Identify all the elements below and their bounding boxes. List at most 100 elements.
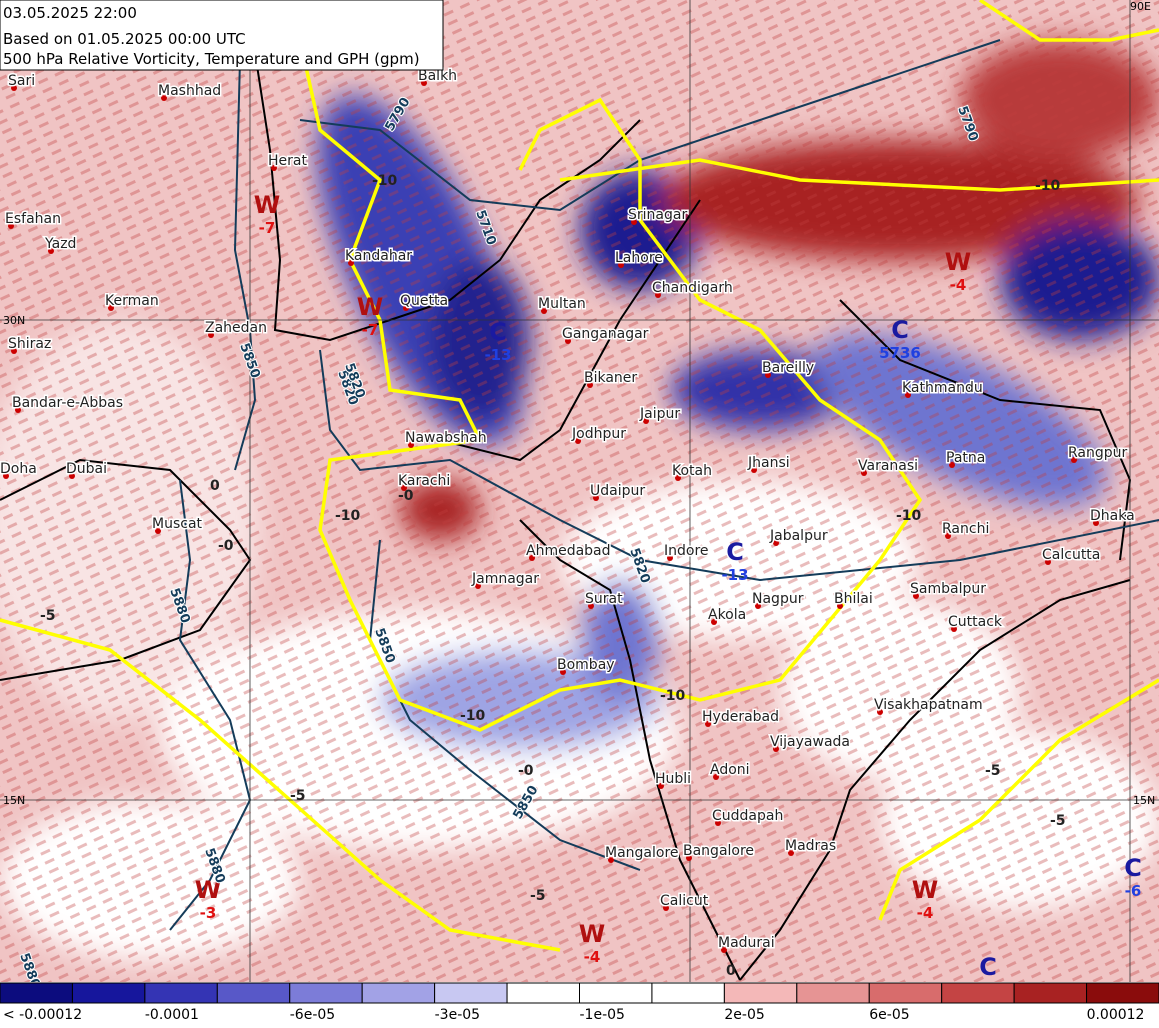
pressure-center: C [726, 538, 744, 566]
legend-swatch [71, 982, 146, 1004]
legend-swatch [144, 982, 218, 1004]
legend-swatch [1086, 982, 1159, 1004]
temperature-label: -5 [985, 763, 1001, 779]
city-label: Jamnagar [471, 571, 539, 587]
city-label: Sambalpur [910, 581, 986, 597]
city-label: Surat [585, 591, 623, 607]
temperature-label: -0 [398, 488, 414, 504]
city-dot [765, 372, 771, 378]
temperature-label: -0 [518, 763, 534, 779]
pressure-value: -7 [259, 219, 276, 237]
temperature-label: -5 [1050, 813, 1066, 829]
temperature-label: -5 [530, 888, 546, 904]
city-label: Jodhpur [571, 426, 626, 442]
city-label: Shiraz [8, 336, 51, 352]
city-label: Esfahan [5, 211, 61, 227]
city-dot [155, 528, 161, 534]
city-label: Zahedan [205, 320, 267, 336]
city-label: Akola [708, 607, 746, 623]
legend-label: 2e-05 [724, 1007, 764, 1023]
map-field [0, 0, 1159, 982]
grid-label: 15N [1133, 794, 1155, 807]
legend-label: 6e-05 [869, 1007, 909, 1023]
city-label: Rangpur [1068, 445, 1128, 461]
temperature-label: -10 [335, 508, 361, 524]
city-label: Indore [664, 543, 709, 559]
city-label: Madurai [718, 935, 775, 951]
city-dot [755, 603, 761, 609]
city-label: Calicut [660, 893, 709, 909]
city-label: Calcutta [1042, 547, 1100, 563]
temperature-label: -10 [460, 708, 486, 724]
city-dot [408, 442, 414, 448]
city-dot [715, 820, 721, 826]
city-label: Dhaka [1090, 508, 1135, 524]
city-label: Kerman [105, 293, 159, 309]
pressure-center: W [912, 876, 938, 904]
city-dot [401, 485, 407, 491]
pressure-value: -4 [950, 276, 967, 294]
legend-swatch [651, 982, 725, 1004]
city-label: Mashhad [158, 83, 221, 99]
legend-swatch [0, 982, 73, 1004]
city-label: Bikaner [584, 370, 637, 386]
temperature-label: 0 [726, 963, 736, 979]
city-dot [945, 533, 951, 539]
grid-label: 15N [3, 794, 25, 807]
city-label: Karachi [398, 473, 450, 489]
pressure-center: C [979, 953, 997, 981]
city-dot [713, 774, 719, 780]
city-dot [877, 709, 883, 715]
city-label: Kathmandu [902, 380, 983, 396]
city-label: Vijayawada [770, 734, 850, 750]
graticule [0, 0, 1159, 982]
legend-swatch [361, 982, 436, 1004]
city-label: Madras [785, 838, 836, 854]
city-dot [271, 165, 277, 171]
pressure-value: 5736 [879, 344, 921, 362]
city-label: Hyderabad [702, 709, 779, 725]
header-line: Based on 01.05.2025 00:00 UTC [3, 30, 246, 48]
city-dot [667, 555, 673, 561]
legend-label: < -0.00012 [3, 1007, 82, 1023]
city-label: Yazd [44, 236, 76, 252]
city-dot [403, 305, 409, 311]
legend-swatch [796, 982, 870, 1004]
city-dot [208, 332, 214, 338]
city-dot [905, 392, 911, 398]
city-dot [655, 292, 661, 298]
city-dot [575, 438, 581, 444]
city-dot [588, 603, 594, 609]
city-label: Bandar-e-Abbas [12, 395, 123, 411]
city-label: Muscat [152, 516, 203, 532]
city-dot [69, 473, 75, 479]
city-dot [721, 947, 727, 953]
city-label: Ranchi [942, 521, 989, 537]
temperature-label: -0 [218, 538, 234, 554]
city-label: Udaipur [590, 483, 645, 499]
city-label: Doha [0, 461, 37, 477]
pressure-value: -13 [721, 566, 748, 584]
temperature-label: -10 [1035, 178, 1061, 194]
legend-swatch [289, 982, 363, 1004]
city-label: Nagpur [752, 591, 804, 607]
city-dot [861, 470, 867, 476]
city-dot [663, 905, 669, 911]
city-dot [913, 593, 919, 599]
city-dot [608, 857, 614, 863]
pressure-value: -3 [200, 904, 217, 922]
pressure-center: C [1124, 854, 1142, 882]
temperature-label: -10 [372, 173, 398, 189]
city-label: Jaipur [639, 406, 680, 422]
legend-label: -3e-05 [435, 1007, 480, 1023]
city-label: Chandigarh [652, 280, 733, 296]
city-dot [951, 626, 957, 632]
city-dot [529, 555, 535, 561]
city-label: Mangalore [605, 845, 679, 861]
city-label: Bangalore [683, 843, 754, 859]
temperature-label: 0 [210, 478, 220, 494]
city-label: Cuttack [948, 614, 1003, 630]
city-dot [48, 248, 54, 254]
city-dot [587, 382, 593, 388]
